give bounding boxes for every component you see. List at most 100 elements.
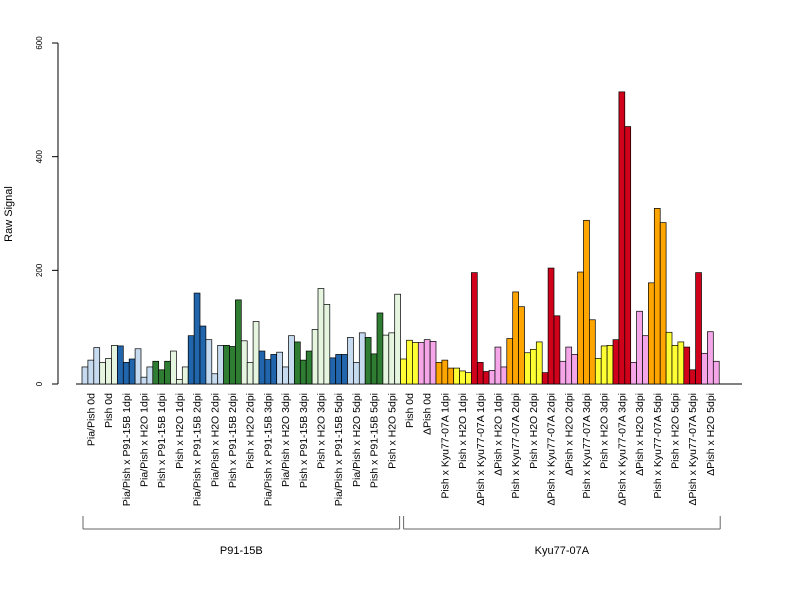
bar: [653, 208, 661, 385]
x-tick-label: Pish x Kyu77-07A 3dpi: [581, 393, 593, 499]
bar: [530, 348, 537, 385]
x-tick-label: Pia/Pish x H2O 5dpi: [351, 393, 363, 487]
x-tick-label: Pia/Pish x P91-15B 2dpi: [192, 393, 204, 506]
x-tick-label: Pia/Pish x H2O 1dpi: [138, 393, 150, 487]
bar: [358, 332, 366, 385]
bar: [217, 345, 224, 385]
bar: [553, 315, 561, 385]
bar: [181, 366, 189, 385]
bar: [111, 345, 118, 385]
x-tick-label: Pish x H2O 5dpi: [669, 393, 681, 469]
bar: [712, 360, 720, 385]
bar: [547, 267, 555, 385]
bar: [600, 345, 608, 385]
x-tick-label: Pia/Pish x P91-15B 3dpi: [262, 393, 274, 506]
bar: [193, 292, 201, 385]
bar: [583, 219, 590, 385]
bar: [412, 342, 419, 385]
bar: [258, 350, 266, 385]
bar: [105, 358, 112, 385]
bar: [140, 376, 148, 385]
bar: [329, 357, 337, 385]
x-tick-label: Pish x H2O 3dpi: [315, 393, 327, 469]
bars: [81, 91, 720, 385]
bar: [471, 272, 478, 385]
bar: [571, 354, 578, 385]
bar: [518, 306, 525, 385]
y-axis-label: Raw Signal: [3, 186, 15, 242]
x-tick-label: Pish x H2O 2dpi: [528, 393, 540, 469]
bar: [524, 352, 531, 385]
y-tick-label: 400: [35, 149, 44, 163]
bar: [252, 321, 260, 385]
bar: [465, 372, 472, 385]
x-tick-label: Pia/Pish x H2O 3dpi: [280, 393, 292, 487]
bar: [482, 371, 490, 385]
bar: [353, 362, 360, 385]
bar: [642, 335, 649, 385]
bar: [317, 288, 325, 385]
bar: [187, 335, 195, 385]
bar: [648, 282, 655, 385]
bar: [335, 354, 342, 385]
bar: [246, 362, 254, 385]
bar: [341, 354, 348, 385]
bar: [176, 379, 183, 385]
bar: [170, 350, 177, 385]
bar: [122, 362, 130, 385]
bar: [370, 353, 378, 385]
x-tick-label: Pia/Pish x P91-15B 1dpi: [121, 393, 133, 506]
bar: [400, 358, 407, 385]
bar: [589, 319, 596, 385]
bar: [199, 325, 207, 385]
bar: [223, 345, 230, 385]
bar: [394, 293, 401, 385]
bar: [211, 373, 219, 385]
bar: [305, 350, 313, 385]
bar: [81, 366, 89, 385]
x-tick-label: ΔPish x Kyu77-07A 1dpi: [475, 393, 487, 506]
bar: [382, 334, 390, 385]
bar: [347, 337, 354, 385]
x-tick-label: Pish x P91-15B 1dpi: [156, 393, 168, 488]
bar: [229, 346, 236, 385]
bar: [294, 341, 301, 385]
bar: [459, 370, 466, 385]
x-tick-label: Pia/Pish 0d: [85, 393, 97, 446]
bar: [299, 359, 307, 385]
bar: [671, 345, 679, 385]
bar: [99, 362, 106, 385]
x-tick-label: ΔPish x Kyu77-07A 5dpi: [687, 393, 699, 506]
bar: [158, 369, 165, 385]
x-tick-label: Pish x Kyu77-07A 2dpi: [510, 393, 522, 499]
bar: [205, 339, 213, 385]
bar: [701, 352, 708, 385]
bar: [311, 329, 319, 385]
x-tick-label: Pish x Kyu77-07A 1dpi: [439, 393, 451, 499]
bar: [453, 367, 460, 385]
bar: [417, 342, 425, 385]
bar: [288, 335, 295, 385]
bar: [406, 339, 413, 385]
x-tick-label: ΔPish x Kyu77-07A 3dpi: [616, 393, 628, 506]
bar: [146, 366, 154, 385]
bar: [476, 362, 484, 385]
bar: [117, 345, 124, 385]
group-label: P91-15B: [220, 545, 263, 557]
y-tick-label: 600: [35, 36, 44, 50]
bar: [270, 354, 278, 385]
bar: [441, 359, 449, 385]
x-tick-label: Pish 0d: [404, 393, 416, 428]
bar: [594, 358, 602, 385]
bar: [494, 346, 502, 385]
x-tick-label: Pish x Kyu77-07A 5dpi: [652, 393, 664, 499]
x-tick-label: Pish x H2O 2dpi: [245, 393, 257, 469]
bar: [612, 339, 620, 385]
bar: [276, 351, 283, 385]
bar: [235, 299, 242, 385]
bar: [624, 126, 632, 385]
bar: [618, 91, 626, 385]
bar: [606, 345, 614, 385]
x-tick-label: ΔPish x Kyu77-07A 2dpi: [546, 393, 558, 506]
